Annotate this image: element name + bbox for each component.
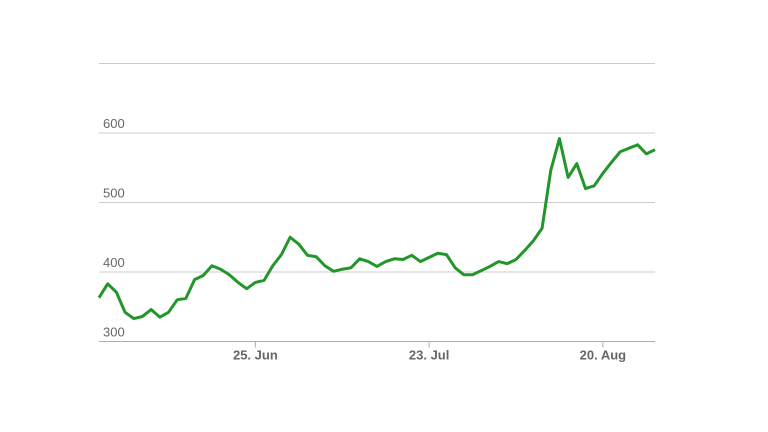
x-tick-label: 25. Jun xyxy=(233,348,278,363)
x-tick-label: 23. Jul xyxy=(409,348,449,363)
y-tick-label: 300 xyxy=(103,325,125,340)
x-tick-label: 20. Aug xyxy=(580,348,627,363)
data-line xyxy=(97,137,656,321)
y-tick-label: 500 xyxy=(103,186,125,201)
y-tick-label: 600 xyxy=(103,116,125,131)
y-tick-label: 400 xyxy=(103,255,125,270)
